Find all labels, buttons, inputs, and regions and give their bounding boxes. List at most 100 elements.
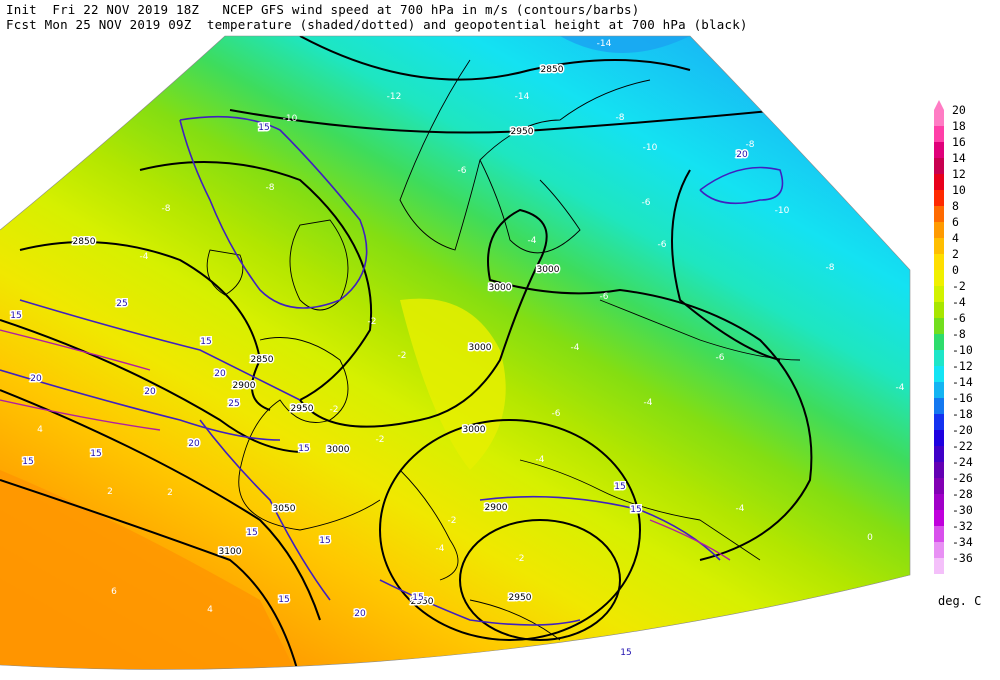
height-label: 2950 (509, 593, 532, 603)
temperature-label: -2 (368, 317, 377, 327)
wind-speed-label: 15 (200, 337, 211, 347)
legend-swatch (934, 446, 944, 462)
height-label: 2950 (511, 127, 534, 137)
legend-label: 8 (952, 199, 959, 213)
legend-swatch (934, 302, 944, 318)
legend-swatch (934, 174, 944, 190)
temperature-label: -14 (597, 39, 612, 49)
legend-swatch (934, 206, 944, 222)
wind-speed-label: 15 (90, 449, 101, 459)
legend-swatch (934, 494, 944, 510)
temperature-label: -4 (896, 383, 905, 393)
temperature-label: -4 (436, 544, 445, 554)
temperature-label: -6 (642, 198, 651, 208)
wind-speed-label: 15 (319, 536, 330, 546)
temperature-label: -6 (600, 292, 609, 302)
temperature-label: -6 (458, 166, 467, 176)
wind-speed-label: 20 (736, 150, 748, 160)
legend-swatch (934, 334, 944, 350)
legend-label: -34 (952, 535, 973, 549)
temperature-label: -4 (140, 252, 149, 262)
legend-swatch (934, 510, 944, 526)
legend-label: 20 (952, 103, 966, 117)
legend-label: -22 (952, 439, 973, 453)
legend-label: -36 (952, 551, 973, 565)
wind-speed-label: 15 (614, 482, 625, 492)
init-title: Init Fri 22 NOV 2019 18Z NCEP GFS wind s… (6, 2, 640, 17)
wind-speed-label: 20 (30, 374, 42, 384)
legend-label: 0 (952, 263, 959, 277)
height-label: 3000 (537, 265, 560, 275)
legend-label: 6 (952, 215, 959, 229)
temperature-label: 0 (867, 533, 873, 543)
temperature-label: 2 (167, 488, 173, 498)
legend-label: -10 (952, 343, 973, 357)
legend-label: -16 (952, 391, 973, 405)
legend-swatch (934, 366, 944, 382)
temperature-label: -2 (376, 435, 385, 445)
temperature-label: -10 (775, 206, 790, 216)
legend-swatch (934, 350, 944, 366)
legend-swatch (934, 430, 944, 446)
legend-swatch (934, 238, 944, 254)
legend-swatch (934, 526, 944, 542)
legend-swatch (934, 270, 944, 286)
height-label: 2950 (411, 597, 434, 607)
height-label: 3000 (327, 445, 350, 455)
legend-swatch (934, 542, 944, 558)
map-border (0, 35, 911, 670)
temperature-label: -10 (643, 143, 658, 153)
height-label: 2900 (485, 503, 508, 513)
wind-speed-label: 25 (116, 299, 127, 309)
legend-swatch (934, 158, 944, 174)
height-label: 3050 (273, 504, 296, 514)
legend-label: -30 (952, 503, 973, 517)
temperature-label: -4 (736, 504, 745, 514)
legend-label: 10 (952, 183, 966, 197)
legend-label: -12 (952, 359, 973, 373)
color-legend: 20181614121086420-2-4-6-8-10-12-14-16-18… (934, 100, 973, 574)
height-label: 3000 (489, 283, 512, 293)
legend-swatch (934, 222, 944, 238)
legend-label: -14 (952, 375, 973, 389)
height-label: 2950 (291, 404, 314, 414)
height-label: 2850 (251, 355, 274, 365)
temperature-label: -8 (266, 183, 275, 193)
temperature-label: -2 (516, 554, 525, 564)
temperature-label: -8 (162, 204, 171, 214)
temperature-label: -14 (515, 92, 530, 102)
temperature-label: 6 (111, 587, 117, 597)
legend-label: 14 (952, 151, 966, 165)
temperature-label: -4 (644, 398, 653, 408)
legend-label: -24 (952, 455, 973, 469)
temperature-label: -4 (528, 236, 537, 246)
legend-arrow (934, 100, 944, 110)
legend-swatch (934, 286, 944, 302)
temperature-label: -4 (571, 343, 580, 353)
legend-label: 4 (952, 231, 959, 245)
legend-swatch (934, 558, 944, 574)
height-label: 2850 (541, 65, 564, 75)
legend-label: -26 (952, 471, 973, 485)
legend-label: -2 (952, 279, 966, 293)
temperature-label: -2 (330, 405, 339, 415)
legend-swatch (934, 254, 944, 270)
temperature-label: 4 (207, 605, 213, 615)
legend-swatch (934, 142, 944, 158)
legend-swatch (934, 318, 944, 334)
legend-label: -4 (952, 295, 966, 309)
legend-swatch (934, 110, 944, 126)
temperature-label: -6 (716, 353, 725, 363)
wind-speed-label: 15 (412, 593, 423, 603)
wind-speed-label: 15 (10, 311, 21, 321)
wind-speed-label: 25 (228, 399, 239, 409)
temperature-label: -12 (387, 92, 402, 102)
wind-contours-strong (0, 329, 731, 561)
height-label: 3100 (219, 547, 242, 557)
wind-speed-label: 20 (188, 439, 200, 449)
height-label: 3000 (469, 343, 492, 353)
temperature-label: -2 (398, 351, 407, 361)
legend-swatch (934, 398, 944, 414)
coastlines (206, 59, 801, 641)
warm-tongue (400, 298, 506, 470)
